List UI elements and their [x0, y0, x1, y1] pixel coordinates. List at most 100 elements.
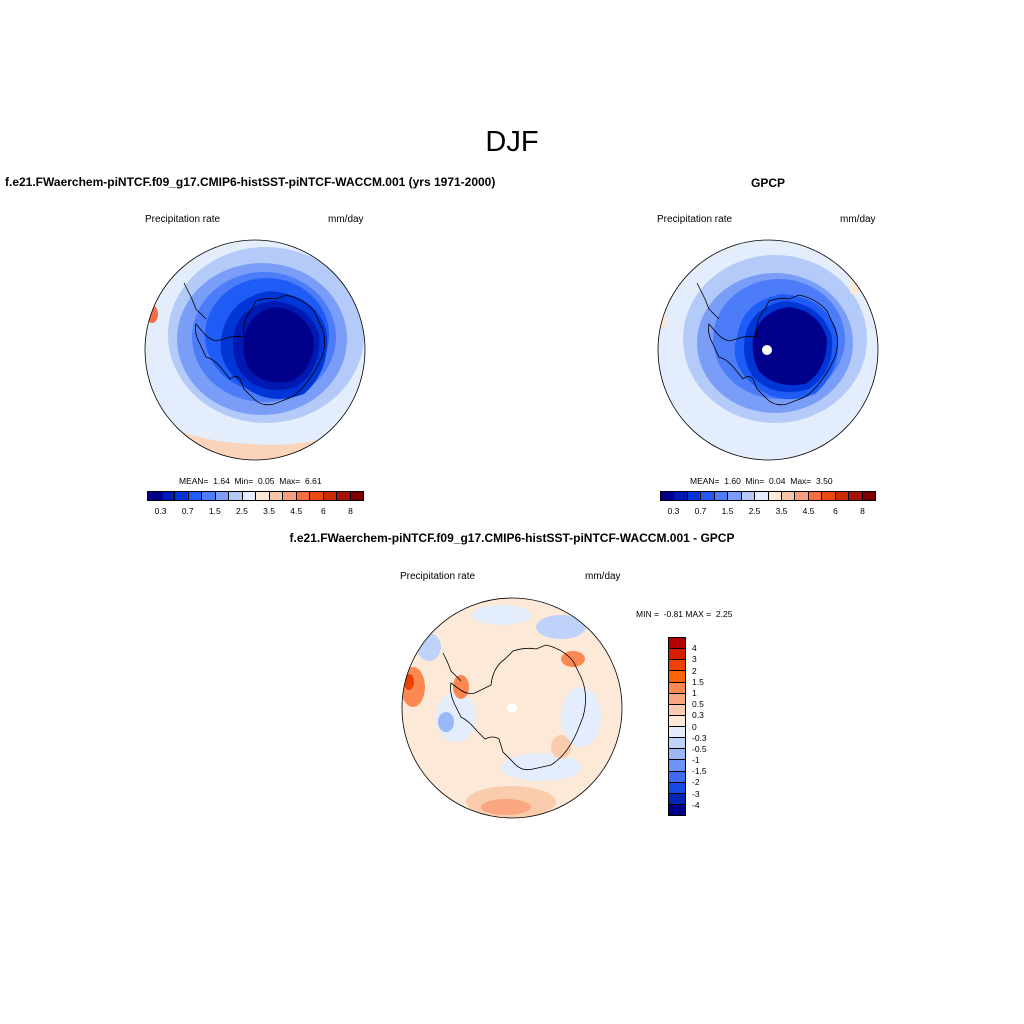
- obs-stats: MEAN= 1.60 Min= 0.04 Max= 3.50: [690, 476, 833, 486]
- colorbar-tick-label: 4: [692, 643, 697, 654]
- colorbar-swatch: [337, 492, 351, 500]
- colorbar-swatch: [822, 492, 836, 500]
- model-antarctica-coastline: [195, 294, 325, 406]
- colorbar-swatch: [768, 492, 782, 500]
- main-title: DJF: [485, 126, 539, 158]
- colorbar-swatch: [661, 492, 675, 500]
- colorbar-swatch: [669, 793, 685, 805]
- diff-polar-map: [401, 597, 623, 819]
- model-variable-label: Precipitation rate: [145, 214, 221, 225]
- colorbar-tick-label: 0.3: [154, 506, 167, 516]
- colorbar-swatch: [283, 492, 297, 500]
- diff-minmax: MIN = -0.81 MAX = 2.25: [636, 609, 733, 619]
- colorbar-tick-label: 1.5: [692, 676, 704, 687]
- colorbar-swatch: [242, 492, 256, 500]
- diff-panel-title: f.e21.FWaerchem-piNTCF.f09_g17.CMIP6-his…: [289, 531, 735, 545]
- colorbar-tick-label: 1.5: [208, 506, 221, 516]
- colorbar-swatch: [862, 492, 875, 500]
- colorbar-tick-label: 8: [348, 506, 353, 516]
- diff-variable-label: Precipitation rate: [400, 571, 476, 582]
- obs-units-label: mm/day: [840, 214, 876, 225]
- colorbar-swatch: [161, 492, 175, 500]
- colorbar-swatch: [669, 782, 685, 794]
- obs-colorbar: [660, 491, 876, 501]
- colorbar-tick-label: 2: [692, 665, 697, 676]
- colorbar-tick-label: -0.5: [692, 743, 707, 754]
- colorbar-swatch: [669, 704, 685, 716]
- colorbar-swatch: [849, 492, 863, 500]
- colorbar-swatch: [669, 760, 685, 772]
- diff-colorbar-ticks: 4 3 2 1.5 1 0.5 0.3 0 -0.3 -0.5 -1 -1.5 -2 -3 -4: [692, 637, 732, 816]
- diff-antarctica-coastline: [450, 644, 586, 771]
- colorbar-tick-label: -1: [692, 755, 700, 766]
- colorbar-swatch: [701, 492, 715, 500]
- colorbar-swatch: [687, 492, 702, 500]
- colorbar-swatch: [256, 492, 270, 500]
- colorbar-swatch: [835, 492, 850, 500]
- colorbar-tick-label: -3: [692, 788, 700, 799]
- colorbar-swatch: [202, 492, 216, 500]
- colorbar-swatch: [669, 638, 685, 650]
- colorbar-swatch: [269, 492, 283, 500]
- colorbar-swatch: [669, 738, 685, 750]
- model-polar-map: [144, 239, 366, 461]
- colorbar-tick-label: 8: [860, 506, 865, 516]
- colorbar-swatch: [323, 492, 337, 500]
- colorbar-tick-label: 3: [692, 654, 697, 665]
- colorbar-swatch: [310, 492, 324, 500]
- colorbar-swatch: [188, 492, 202, 500]
- model-colorbar-ticks: 0.3 0.7 1.5 2.5 3.5 4.5 6 8: [147, 506, 364, 518]
- colorbar-swatch: [669, 749, 685, 761]
- colorbar-swatch: [669, 660, 685, 672]
- colorbar-tick-label: 0.3: [692, 710, 704, 721]
- model-stats: MEAN= 1.64 Min= 0.05 Max= 6.61: [179, 476, 322, 486]
- colorbar-tick-label: 6: [320, 506, 326, 516]
- colorbar-tick-label: 4.5: [802, 506, 815, 516]
- colorbar-tick-label: -0.3: [692, 732, 707, 743]
- colorbar-tick-label: 2.5: [748, 506, 761, 516]
- colorbar-tick-label: 3.5: [775, 506, 788, 516]
- colorbar-swatch: [669, 649, 685, 661]
- colorbar-swatch: [669, 715, 685, 727]
- obs-panel-title: GPCP: [751, 176, 786, 190]
- colorbar-swatch: [215, 492, 229, 500]
- colorbar-tick-label: -1.5: [692, 766, 707, 777]
- model-panel-title: f.e21.FWaerchem-piNTCF.f09_g17.CMIP6-his…: [5, 175, 496, 189]
- obs-variable-label: Precipitation rate: [657, 214, 733, 225]
- diff-units-label: mm/day: [585, 571, 621, 582]
- colorbar-tick-label: 6: [833, 506, 838, 516]
- colorbar-swatch: [296, 492, 310, 500]
- colorbar-swatch: [175, 492, 189, 500]
- colorbar-swatch: [350, 492, 363, 500]
- obs-polar-map: [657, 239, 879, 461]
- diff-colorbar: [668, 637, 686, 816]
- colorbar-swatch: [674, 492, 688, 500]
- colorbar-swatch: [229, 492, 243, 500]
- colorbar-tick-label: 0: [692, 721, 697, 732]
- colorbar-tick-label: 4.5: [290, 506, 303, 516]
- obs-antarctica-coastline: [708, 294, 838, 406]
- colorbar-swatch: [148, 492, 162, 500]
- colorbar-swatch: [728, 492, 742, 500]
- colorbar-swatch: [795, 492, 809, 500]
- colorbar-tick-label: 0.7: [181, 506, 194, 516]
- colorbar-swatch: [669, 682, 685, 694]
- colorbar-swatch: [669, 693, 685, 705]
- colorbar-tick-label: 3.5: [263, 506, 275, 516]
- colorbar-swatch: [714, 492, 729, 500]
- colorbar-tick-label: 0.7: [694, 506, 707, 516]
- colorbar-tick-label: 1.5: [721, 506, 734, 516]
- colorbar-swatch: [741, 492, 756, 500]
- obs-colorbar-ticks: 0.3 0.7 1.5 2.5 3.5 4.5 6 8: [660, 506, 876, 518]
- colorbar-swatch: [781, 492, 796, 500]
- colorbar-tick-label: 0.3: [667, 506, 680, 516]
- colorbar-swatch: [755, 492, 769, 500]
- colorbar-swatch: [669, 771, 685, 783]
- colorbar-swatch: [669, 727, 685, 739]
- model-units-label: mm/day: [328, 214, 364, 225]
- colorbar-tick-label: -2: [692, 777, 700, 788]
- colorbar-swatch: [808, 492, 823, 500]
- colorbar-tick-label: 0.5: [692, 699, 704, 710]
- colorbar-swatch: [669, 671, 685, 683]
- model-colorbar: [147, 491, 364, 501]
